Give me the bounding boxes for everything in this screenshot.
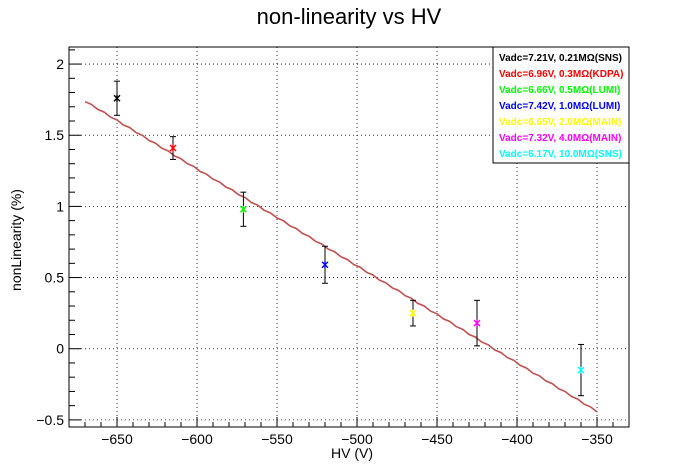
legend-entry: Vadc=7.42V, 1.0MΩ(LUMI) [499, 101, 620, 112]
fit-line-path [84, 100, 598, 413]
x-tick-label: −400 [501, 431, 533, 447]
y-axis: −0.5 0 0.5 1 1.5 2 [36, 49, 81, 428]
legend-entries: Vadc=7.21V, 0.21MΩ(SNS) Vadc=6.96V, 0.3MΩ… [499, 53, 623, 160]
legend-entry: Vadc=6.66V, 0.5MΩ(LUMI) [499, 85, 620, 96]
legend-box [492, 46, 630, 164]
x-axis-title: HV (V) [331, 445, 373, 461]
legend-entry: Vadc=6.96V, 0.3MΩ(KDPA) [499, 69, 623, 80]
y-axis-title: nonLinearity (%) [8, 189, 24, 291]
y-tick-label: 1 [56, 198, 64, 214]
data-point-marker [473, 319, 481, 327]
fit-line [84, 100, 598, 413]
data-point-marker [239, 205, 247, 213]
y-tick-label: 2 [56, 56, 64, 72]
x-tick-label: −350 [581, 431, 613, 447]
legend-entry: Vadc=7.32V, 4.0MΩ(MAIN) [499, 133, 621, 144]
y-tick-label: 0 [56, 341, 64, 357]
x-axis: −650 −600 −550 −500 −450 −400 −350 [68, 417, 630, 447]
y-tick-label: −0.5 [36, 412, 64, 428]
legend-entry: Vadc=6.17V, 10.0MΩ(SNS) [499, 149, 622, 160]
x-tick-label: −450 [421, 431, 453, 447]
data-point-marker [321, 261, 329, 269]
legend-entry: Vadc=7.21V, 0.21MΩ(SNS) [499, 53, 622, 64]
x-tick-label: −650 [101, 431, 133, 447]
x-tick-label: −600 [181, 431, 213, 447]
y-tick-label: 1.5 [45, 127, 65, 143]
data-point-marker [577, 366, 585, 374]
chart-title: non-linearity vs HV [257, 4, 442, 29]
y-tick-label: 0.5 [45, 270, 65, 286]
data-point-marker [169, 144, 177, 152]
x-tick-label: −500 [341, 431, 373, 447]
data-point-marker [409, 309, 417, 317]
x-tick-label: −550 [261, 431, 293, 447]
data-points [113, 80, 585, 397]
legend-entry: Vadc=6.65V, 2.0MΩ(MAIN) [499, 117, 621, 128]
legend: Vadc=7.21V, 0.21MΩ(SNS) Vadc=6.96V, 0.3MΩ… [492, 46, 630, 164]
data-point-marker [113, 94, 121, 102]
